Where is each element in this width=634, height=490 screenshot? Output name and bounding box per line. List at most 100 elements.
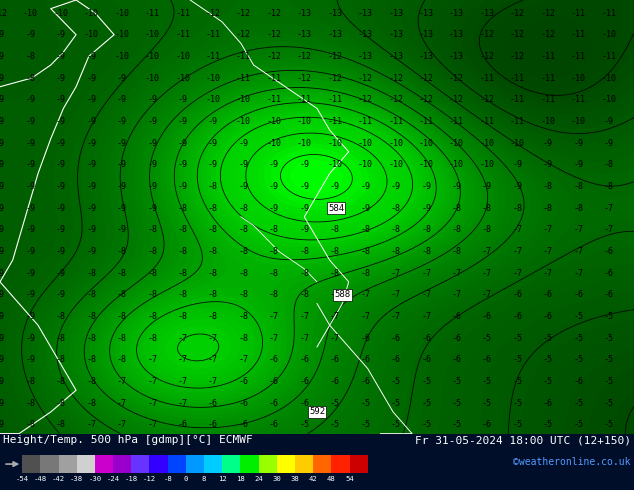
Text: -9: -9 (86, 74, 96, 82)
Text: -6: -6 (543, 291, 553, 299)
Bar (277, 455, 295, 473)
Text: -11: -11 (601, 8, 616, 18)
Text: 592: 592 (309, 408, 325, 416)
Text: -9: -9 (0, 182, 5, 191)
Text: -9: -9 (117, 160, 127, 169)
Text: -11: -11 (540, 74, 555, 82)
Text: -12: -12 (327, 52, 342, 61)
Text: -8: -8 (208, 247, 218, 256)
Text: -5: -5 (391, 420, 401, 429)
Text: -8: -8 (208, 269, 218, 278)
Text: -11: -11 (175, 8, 190, 18)
Text: -9: -9 (56, 139, 66, 147)
Text: -8: -8 (360, 225, 370, 234)
Text: -10: -10 (175, 74, 190, 82)
Text: -10: -10 (540, 117, 555, 126)
Text: -10: -10 (358, 160, 373, 169)
Text: -48: -48 (34, 476, 47, 483)
Text: 38: 38 (290, 476, 299, 483)
Text: -9: -9 (117, 204, 127, 213)
Text: -8: -8 (330, 247, 340, 256)
Text: -7: -7 (391, 269, 401, 278)
Text: -8: -8 (208, 291, 218, 299)
Text: -9: -9 (0, 95, 5, 104)
Text: -5: -5 (391, 377, 401, 386)
Text: -11: -11 (297, 95, 312, 104)
Text: -6: -6 (573, 377, 583, 386)
Text: -9: -9 (86, 160, 96, 169)
Text: -8: -8 (147, 334, 157, 343)
Text: -6: -6 (451, 355, 462, 365)
Text: -12: -12 (418, 74, 434, 82)
Text: -8: -8 (330, 269, 340, 278)
Text: -8: -8 (117, 291, 127, 299)
Text: 54: 54 (345, 476, 354, 483)
Text: 48: 48 (327, 476, 336, 483)
Text: -9: -9 (25, 269, 36, 278)
Text: -9: -9 (56, 204, 66, 213)
Text: -8: -8 (238, 312, 249, 321)
Text: -5: -5 (482, 399, 492, 408)
Text: -7: -7 (512, 269, 522, 278)
Text: -8: -8 (269, 247, 279, 256)
Text: -9: -9 (299, 225, 309, 234)
Text: -10: -10 (388, 160, 403, 169)
Text: -8: -8 (238, 204, 249, 213)
Text: -6: -6 (604, 291, 614, 299)
Text: -9: -9 (178, 139, 188, 147)
Text: -6: -6 (482, 355, 492, 365)
Text: -10: -10 (449, 139, 464, 147)
Text: -11: -11 (175, 30, 190, 39)
Text: -5: -5 (604, 399, 614, 408)
Text: -5: -5 (330, 420, 340, 429)
Text: -10: -10 (114, 30, 129, 39)
Text: -11: -11 (236, 74, 251, 82)
Text: -12: -12 (388, 74, 403, 82)
Text: -12: -12 (143, 476, 156, 483)
Text: -9: -9 (0, 334, 5, 343)
Text: -7: -7 (117, 420, 127, 429)
Text: -7: -7 (178, 355, 188, 365)
Text: -13: -13 (358, 30, 373, 39)
Text: -9: -9 (86, 225, 96, 234)
Text: -10: -10 (418, 160, 434, 169)
Text: -6: -6 (604, 269, 614, 278)
Text: -9: -9 (604, 139, 614, 147)
Text: -11: -11 (388, 117, 403, 126)
Text: -11: -11 (571, 8, 586, 18)
Text: -8: -8 (238, 269, 249, 278)
Text: -8: -8 (451, 225, 462, 234)
Text: -7: -7 (147, 399, 157, 408)
Text: -8: -8 (178, 204, 188, 213)
Bar (349, 455, 368, 473)
Text: -9: -9 (25, 355, 36, 365)
Text: -13: -13 (449, 8, 464, 18)
Text: -8: -8 (86, 399, 96, 408)
Text: -11: -11 (540, 52, 555, 61)
Text: -10: -10 (84, 30, 99, 39)
Text: -10: -10 (479, 139, 495, 147)
Text: -5: -5 (451, 377, 462, 386)
Text: -8: -8 (86, 334, 96, 343)
Text: -9: -9 (86, 139, 96, 147)
Text: -5: -5 (573, 420, 583, 429)
Text: -7: -7 (604, 204, 614, 213)
Text: -11: -11 (205, 52, 221, 61)
Text: -8: -8 (604, 182, 614, 191)
Text: -8: -8 (178, 269, 188, 278)
Text: -6: -6 (208, 399, 218, 408)
Text: -7: -7 (238, 355, 249, 365)
Text: -10: -10 (205, 74, 221, 82)
Text: -5: -5 (421, 420, 431, 429)
Text: -9: -9 (117, 182, 127, 191)
Text: -9: -9 (56, 52, 66, 61)
Text: -7: -7 (208, 334, 218, 343)
Text: -12: -12 (510, 52, 525, 61)
Text: -9: -9 (360, 204, 370, 213)
Text: -10: -10 (449, 160, 464, 169)
Text: -6: -6 (330, 377, 340, 386)
Text: -10: -10 (114, 8, 129, 18)
Text: -5: -5 (482, 334, 492, 343)
Text: -6: -6 (451, 334, 462, 343)
Text: -8: -8 (360, 247, 370, 256)
